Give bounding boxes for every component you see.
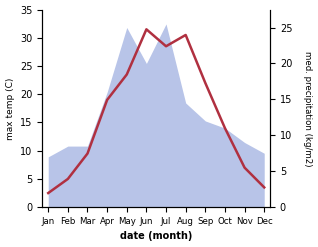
Y-axis label: med. precipitation (kg/m2): med. precipitation (kg/m2) <box>303 51 313 166</box>
Y-axis label: max temp (C): max temp (C) <box>5 77 15 140</box>
X-axis label: date (month): date (month) <box>120 231 192 242</box>
